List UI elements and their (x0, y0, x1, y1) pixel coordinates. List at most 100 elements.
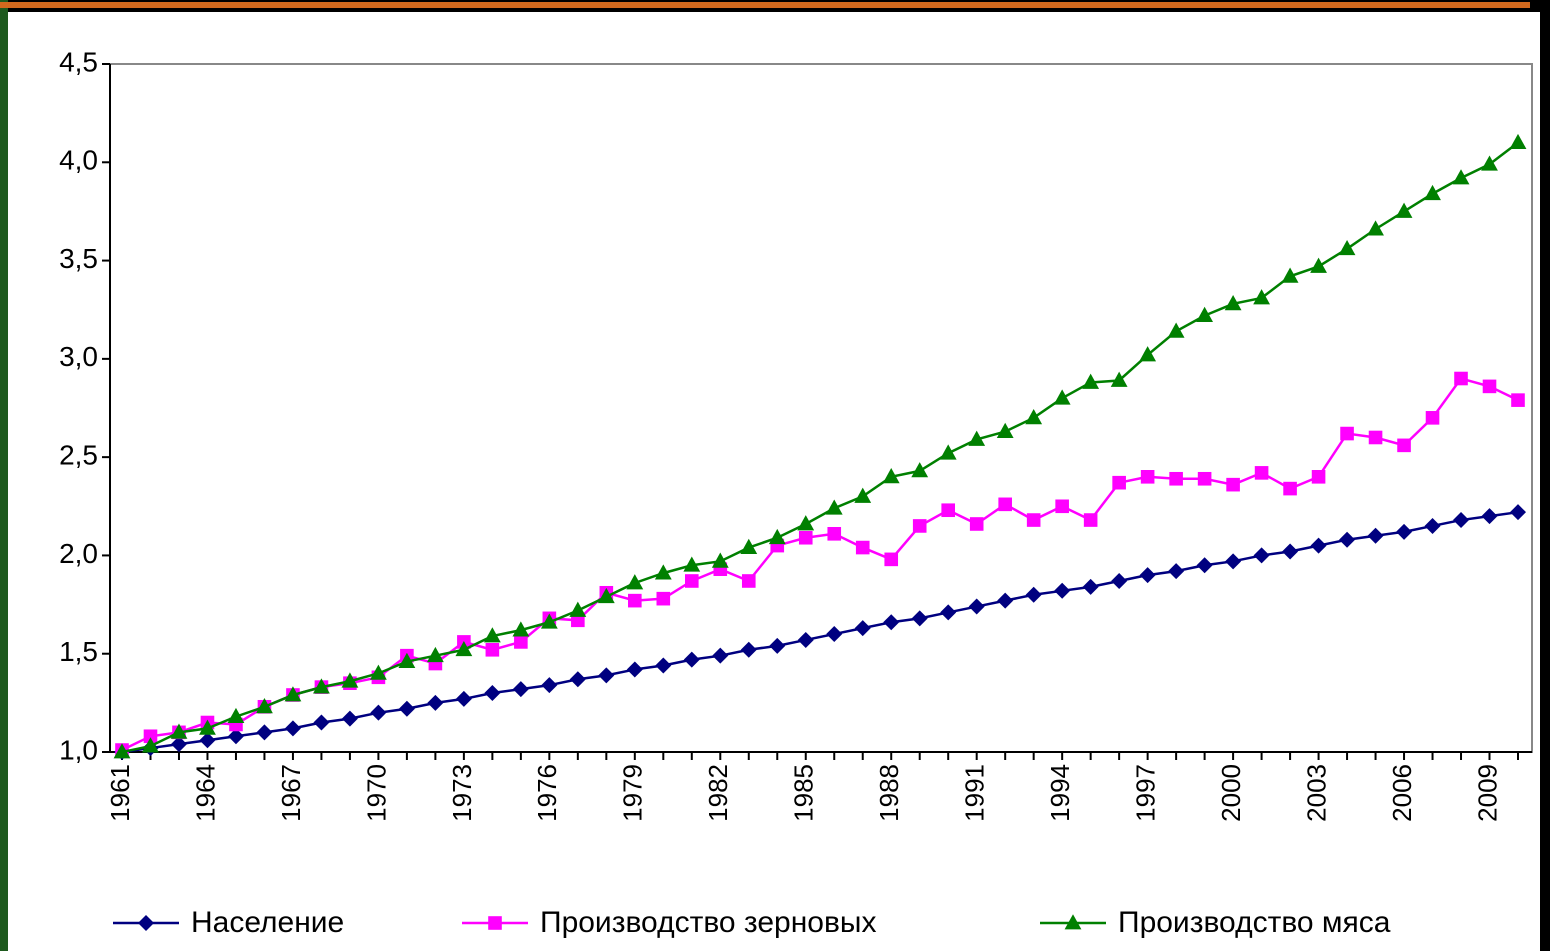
marker (341, 710, 358, 727)
chart-area (8, 12, 1540, 951)
marker (1338, 239, 1356, 256)
marker (1452, 169, 1470, 185)
marker (113, 743, 131, 759)
marker (969, 517, 984, 531)
marker (1424, 184, 1441, 201)
marker (1339, 531, 1356, 548)
y-tick-label: 2,5 (59, 440, 98, 471)
marker (769, 637, 786, 654)
marker (370, 664, 387, 680)
marker (1453, 512, 1470, 529)
marker (854, 487, 872, 503)
marker (1167, 322, 1185, 338)
y-tick-label: 3,5 (59, 243, 98, 274)
marker (514, 635, 528, 649)
marker (1253, 547, 1270, 564)
x-tick-label: 1973 (447, 764, 477, 822)
marker (968, 598, 985, 615)
marker (170, 723, 188, 739)
marker (256, 724, 273, 741)
marker (313, 714, 330, 731)
marker (455, 640, 473, 657)
marker (1481, 155, 1498, 171)
marker (1169, 471, 1183, 486)
marker (569, 601, 587, 617)
marker (427, 694, 444, 711)
x-tick-label: 1964 (190, 764, 220, 822)
marker (998, 497, 1012, 512)
marker (940, 604, 957, 621)
marker (711, 552, 729, 568)
marker (541, 677, 558, 694)
marker (1397, 438, 1411, 453)
marker (1340, 426, 1354, 441)
marker (768, 528, 786, 545)
marker (170, 736, 187, 753)
marker (143, 729, 158, 744)
marker (1367, 220, 1384, 236)
marker (797, 515, 815, 531)
marker (398, 652, 416, 668)
marker (1281, 267, 1299, 283)
marker (1311, 470, 1326, 484)
marker (569, 671, 586, 688)
marker (256, 697, 273, 714)
marker (313, 678, 330, 694)
marker (1225, 553, 1242, 570)
marker (883, 614, 900, 631)
marker (655, 657, 672, 674)
marker (1139, 567, 1156, 584)
marker (1168, 563, 1185, 580)
marker (1025, 586, 1042, 603)
marker (656, 591, 671, 606)
marker (1224, 295, 1242, 311)
y-tick-label: 1,5 (59, 636, 98, 667)
marker (1053, 389, 1071, 405)
marker (911, 462, 929, 478)
top-border (0, 2, 1530, 8)
marker (741, 574, 756, 588)
marker (884, 552, 899, 567)
marker (712, 647, 729, 664)
legend-label: Население (191, 906, 344, 939)
marker (1396, 523, 1413, 540)
x-tick-label: 1961 (105, 764, 135, 822)
marker (1254, 466, 1269, 480)
marker (512, 621, 530, 637)
x-tick-label: 1982 (703, 764, 733, 822)
marker (1197, 471, 1212, 486)
marker (798, 530, 813, 545)
marker (740, 538, 758, 554)
legend-label: Производство зерновых (540, 906, 876, 939)
marker (654, 564, 672, 580)
y-tick-label: 4,5 (59, 46, 98, 77)
marker (628, 593, 642, 608)
x-tick-label: 2006 (1387, 764, 1417, 822)
marker (485, 642, 500, 657)
marker (1509, 133, 1527, 150)
marker (1510, 504, 1526, 521)
x-tick-label: 1970 (361, 764, 391, 822)
y-tick-label: 1,0 (59, 734, 98, 765)
marker (284, 720, 301, 737)
marker (1367, 527, 1384, 544)
left-border (0, 0, 8, 951)
x-tick-label: 1991 (960, 764, 990, 822)
legend-marker (138, 915, 154, 931)
marker (1454, 371, 1468, 386)
marker (1511, 393, 1525, 407)
x-tick-label: 1988 (874, 764, 904, 822)
marker (626, 574, 644, 590)
marker (996, 422, 1014, 438)
marker (1139, 346, 1157, 362)
legend-marker (1064, 914, 1082, 930)
marker (1025, 409, 1043, 425)
marker (683, 651, 700, 668)
marker (826, 626, 843, 643)
y-tick-label: 4,0 (59, 145, 98, 176)
marker (597, 587, 615, 604)
marker (199, 719, 216, 735)
marker (540, 613, 558, 629)
marker (598, 667, 615, 684)
